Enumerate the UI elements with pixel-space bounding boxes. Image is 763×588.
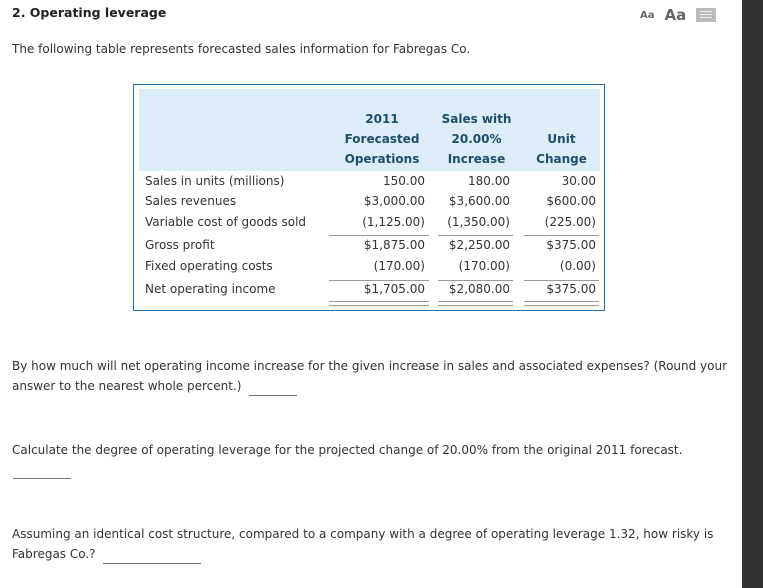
total-double-line <box>524 301 599 306</box>
question-2-text: Calculate the degree of operating levera… <box>12 443 683 457</box>
row-label: Net operating income <box>145 282 276 296</box>
header-sales-increase: Sales with 20.00% Increase <box>434 109 519 169</box>
header-line: Unit <box>547 132 576 146</box>
row-label: Variable cost of goods sold <box>145 215 307 229</box>
row-value: $2,250.00 <box>448 238 510 252</box>
table-row: Gross profit $1,875.00 $2,250.00 $375.00 <box>145 235 600 255</box>
table-row: Fixed operating costs (170.00) (170.00) (0.… <box>145 256 600 276</box>
sales-table: 2011 Forecasted Operations Sales with 20… <box>133 84 605 311</box>
row-label: Gross profit <box>145 238 215 252</box>
question-2: Calculate the degree of operating levera… <box>12 440 732 460</box>
row-label: Sales revenues <box>145 194 237 208</box>
table-row: Sales in units (millions) 150.00 180.00 30.… <box>145 171 600 191</box>
header-line: 20.00% <box>451 132 502 146</box>
row-value: $600.00 <box>546 194 596 208</box>
row-value: (170.00) <box>458 259 510 273</box>
row-value: 150.00 <box>383 174 425 188</box>
header-line: Operations <box>344 152 420 166</box>
table-header: 2011 Forecasted Operations Sales with 20… <box>139 89 600 171</box>
table-row: Sales revenues $3,000.00 $3,600.00 $600.00 <box>145 191 600 211</box>
subtotal-line <box>524 280 599 281</box>
table-row: Net operating income $1,705.00 $2,080.00 $3… <box>145 279 600 299</box>
header-2011: 2011 Forecasted Operations <box>337 109 427 169</box>
subtotal-line <box>438 235 513 236</box>
subtotal-line <box>524 235 599 236</box>
row-value: $3,000.00 <box>363 194 425 208</box>
subtotal-line <box>329 235 429 236</box>
header-line: Increase <box>447 152 506 166</box>
row-value: (1,125.00) <box>362 215 425 229</box>
header-line: 2011 <box>365 112 399 126</box>
subtotal-line <box>438 280 513 281</box>
row-value: $3,600.00 <box>448 194 510 208</box>
header-line: Forecasted <box>344 132 420 146</box>
question-title: 2. Operating leverage <box>12 5 167 20</box>
scrollbar-panel <box>742 0 763 588</box>
subtotal-line <box>329 280 429 281</box>
table-row: Variable cost of goods sold (1,125.00) (1,… <box>145 212 600 232</box>
row-value: (170.00) <box>373 259 425 273</box>
answer-2-input[interactable] <box>13 466 71 479</box>
total-double-line <box>438 301 513 306</box>
answer-3-dropdown[interactable] <box>103 549 202 564</box>
row-label: Sales in units (millions) <box>145 174 285 188</box>
question-1: By how much will net operating income in… <box>12 356 732 396</box>
decrease-font-button[interactable]: Aa <box>640 9 655 21</box>
row-value: 180.00 <box>468 174 510 188</box>
answer-1-input[interactable] <box>249 381 298 396</box>
question-1-text: By how much will net operating income in… <box>12 359 728 393</box>
header-unit-change: Unit Change <box>524 129 599 169</box>
row-value: $1,875.00 <box>363 238 425 252</box>
header-line: Sales with <box>441 112 512 126</box>
row-label: Fixed operating costs <box>145 259 273 273</box>
row-value: $1,705.00 <box>363 282 425 296</box>
row-value: $2,080.00 <box>448 282 510 296</box>
intro-text: The following table represents forecaste… <box>12 42 471 56</box>
header-line: Change <box>536 152 587 166</box>
row-value: (1,350.00) <box>447 215 510 229</box>
total-double-line <box>329 301 429 306</box>
question-3-text: Assuming an identical cost structure, co… <box>12 527 714 561</box>
increase-font-button[interactable]: Aa <box>664 6 687 24</box>
row-value: $375.00 <box>546 238 596 252</box>
print-icon[interactable] <box>696 8 717 22</box>
row-value: 30.00 <box>561 174 596 188</box>
row-value: $375.00 <box>546 282 596 296</box>
toolbar: Aa Aa <box>640 6 717 24</box>
row-value: (225.00) <box>544 215 596 229</box>
row-value: (0.00) <box>559 259 596 273</box>
question-3: Assuming an identical cost structure, co… <box>12 524 732 564</box>
